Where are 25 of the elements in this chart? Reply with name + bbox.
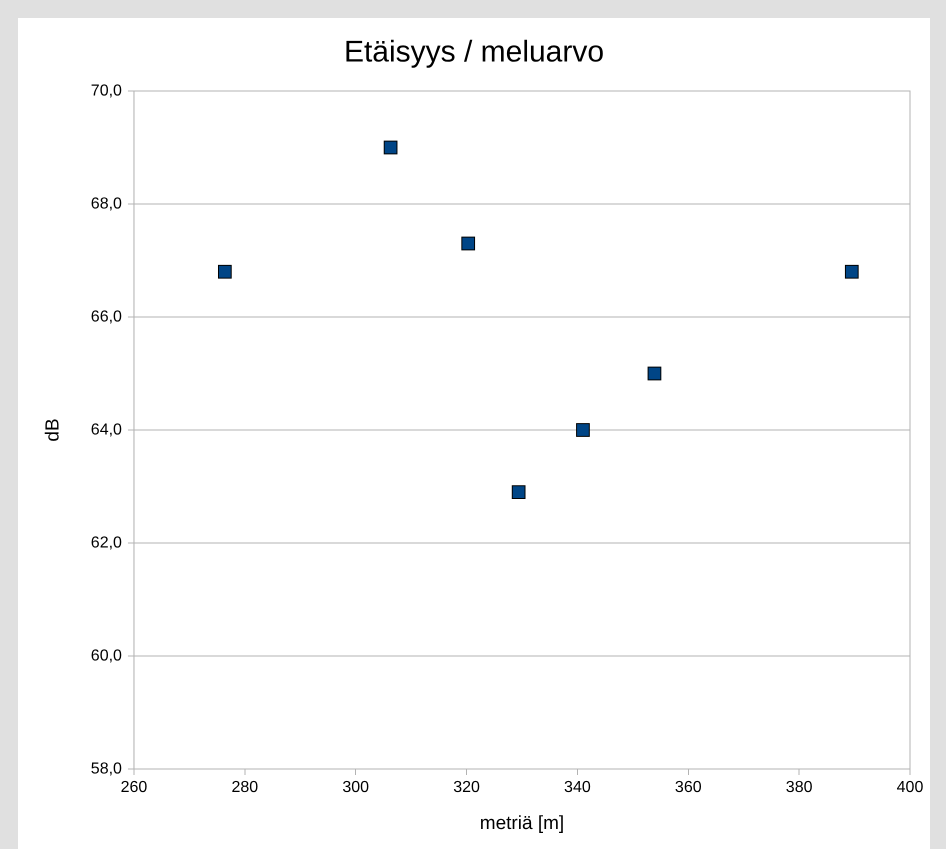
point <box>218 264 232 279</box>
x-tick-label: 280 <box>231 779 258 796</box>
y-tick-label: 64,0 <box>90 421 122 438</box>
point <box>384 140 398 154</box>
y-tick-label: 68,0 <box>90 195 122 212</box>
point <box>648 366 662 380</box>
point <box>512 485 526 500</box>
x-tick-label: 340 <box>564 779 591 796</box>
x-tick-label: 260 <box>120 779 148 796</box>
point <box>461 236 476 250</box>
x-tick-label: 400 <box>896 779 924 796</box>
chart-title: Etäisyys / meluarvo <box>344 35 604 68</box>
y-tick-label: 60,0 <box>90 647 122 664</box>
x-tick-label: 300 <box>342 779 370 796</box>
y-axis-title: dB <box>42 418 64 442</box>
x-tick-label: 320 <box>453 779 480 796</box>
point <box>576 423 590 437</box>
y-tick-label: 58,0 <box>90 760 122 778</box>
y-tick-label: 70,0 <box>90 82 122 100</box>
x-tick-label: 380 <box>786 779 813 796</box>
x-tick-label: 360 <box>674 779 702 796</box>
y-tick-label: 66,0 <box>90 308 122 326</box>
point <box>844 264 859 279</box>
y-tick-label: 62,0 <box>90 534 122 552</box>
x-axis-title: metriä [m] <box>480 812 564 834</box>
